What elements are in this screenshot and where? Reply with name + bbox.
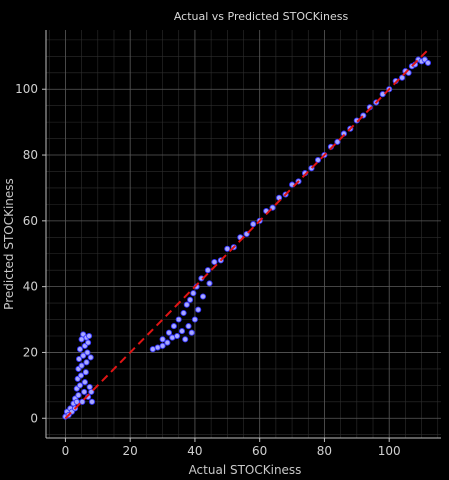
x-tick-label: 0 <box>62 444 70 458</box>
data-point <box>204 267 211 274</box>
data-point <box>76 346 84 353</box>
major-gridlines <box>46 30 441 438</box>
x-tick-label: 20 <box>123 444 138 458</box>
data-point <box>170 323 177 330</box>
data-point <box>188 329 195 336</box>
data-point <box>334 138 341 145</box>
y-tick-label: 20 <box>23 345 38 359</box>
data-point <box>195 306 202 313</box>
chart-title: Actual vs Predicted STOCKiness <box>174 10 349 23</box>
x-axis-label: Actual STOCKiness <box>189 463 302 477</box>
data-point <box>84 349 91 356</box>
data-point <box>85 339 92 346</box>
data-point <box>81 388 88 395</box>
y-tick-label: 60 <box>23 214 38 228</box>
data-point <box>183 301 190 308</box>
data-point <box>79 398 86 405</box>
data-point <box>149 346 156 353</box>
data-point <box>83 359 90 366</box>
data-point <box>424 59 432 66</box>
data-point <box>191 316 198 323</box>
data-point <box>187 296 194 303</box>
data-point <box>165 329 173 336</box>
y-tick-label: 80 <box>23 148 38 162</box>
data-point <box>164 339 171 346</box>
data-point <box>76 382 84 389</box>
data-point <box>159 342 166 349</box>
data-point <box>86 332 93 340</box>
x-tick-label: 100 <box>378 444 401 458</box>
data-point <box>399 74 406 81</box>
data-point <box>82 369 89 376</box>
axes-frame <box>45 30 441 439</box>
data-point <box>81 379 88 386</box>
data-point <box>80 352 87 359</box>
data-point <box>224 245 231 252</box>
data-point <box>75 392 82 399</box>
data-point <box>379 91 386 98</box>
data-point <box>88 398 96 405</box>
data-point <box>182 336 189 343</box>
data-point <box>86 383 93 391</box>
data-point <box>75 355 83 363</box>
data-point <box>190 290 197 297</box>
data-point <box>87 354 94 361</box>
data-point <box>206 280 213 287</box>
data-point <box>250 221 257 228</box>
data-point <box>78 362 85 369</box>
data-point <box>185 323 192 330</box>
data-point <box>178 328 186 335</box>
x-tick-label: 60 <box>252 444 267 458</box>
data-point <box>175 316 182 323</box>
data-point <box>199 293 207 300</box>
data-point <box>88 388 95 395</box>
minor-gridlines <box>46 30 441 438</box>
data-point <box>154 344 161 351</box>
y-tick-label: 0 <box>30 411 38 425</box>
reference-line <box>64 49 429 419</box>
y-tick-label: 100 <box>15 82 38 96</box>
data-point <box>211 258 218 266</box>
x-tick-label: 40 <box>187 444 202 458</box>
data-points <box>62 56 432 420</box>
y-axis-label: Predicted STOCKiness <box>2 178 16 310</box>
data-point <box>314 156 322 164</box>
x-tick-label: 80 <box>317 444 332 458</box>
data-point <box>78 336 85 343</box>
data-point <box>180 309 187 317</box>
data-point <box>159 336 166 343</box>
axis-ticks: 0 20 40 60 80 100 0 20 40 60 80 100 <box>15 82 401 458</box>
y-tick-label: 40 <box>23 280 38 294</box>
data-point <box>174 332 181 340</box>
data-point <box>77 372 85 379</box>
